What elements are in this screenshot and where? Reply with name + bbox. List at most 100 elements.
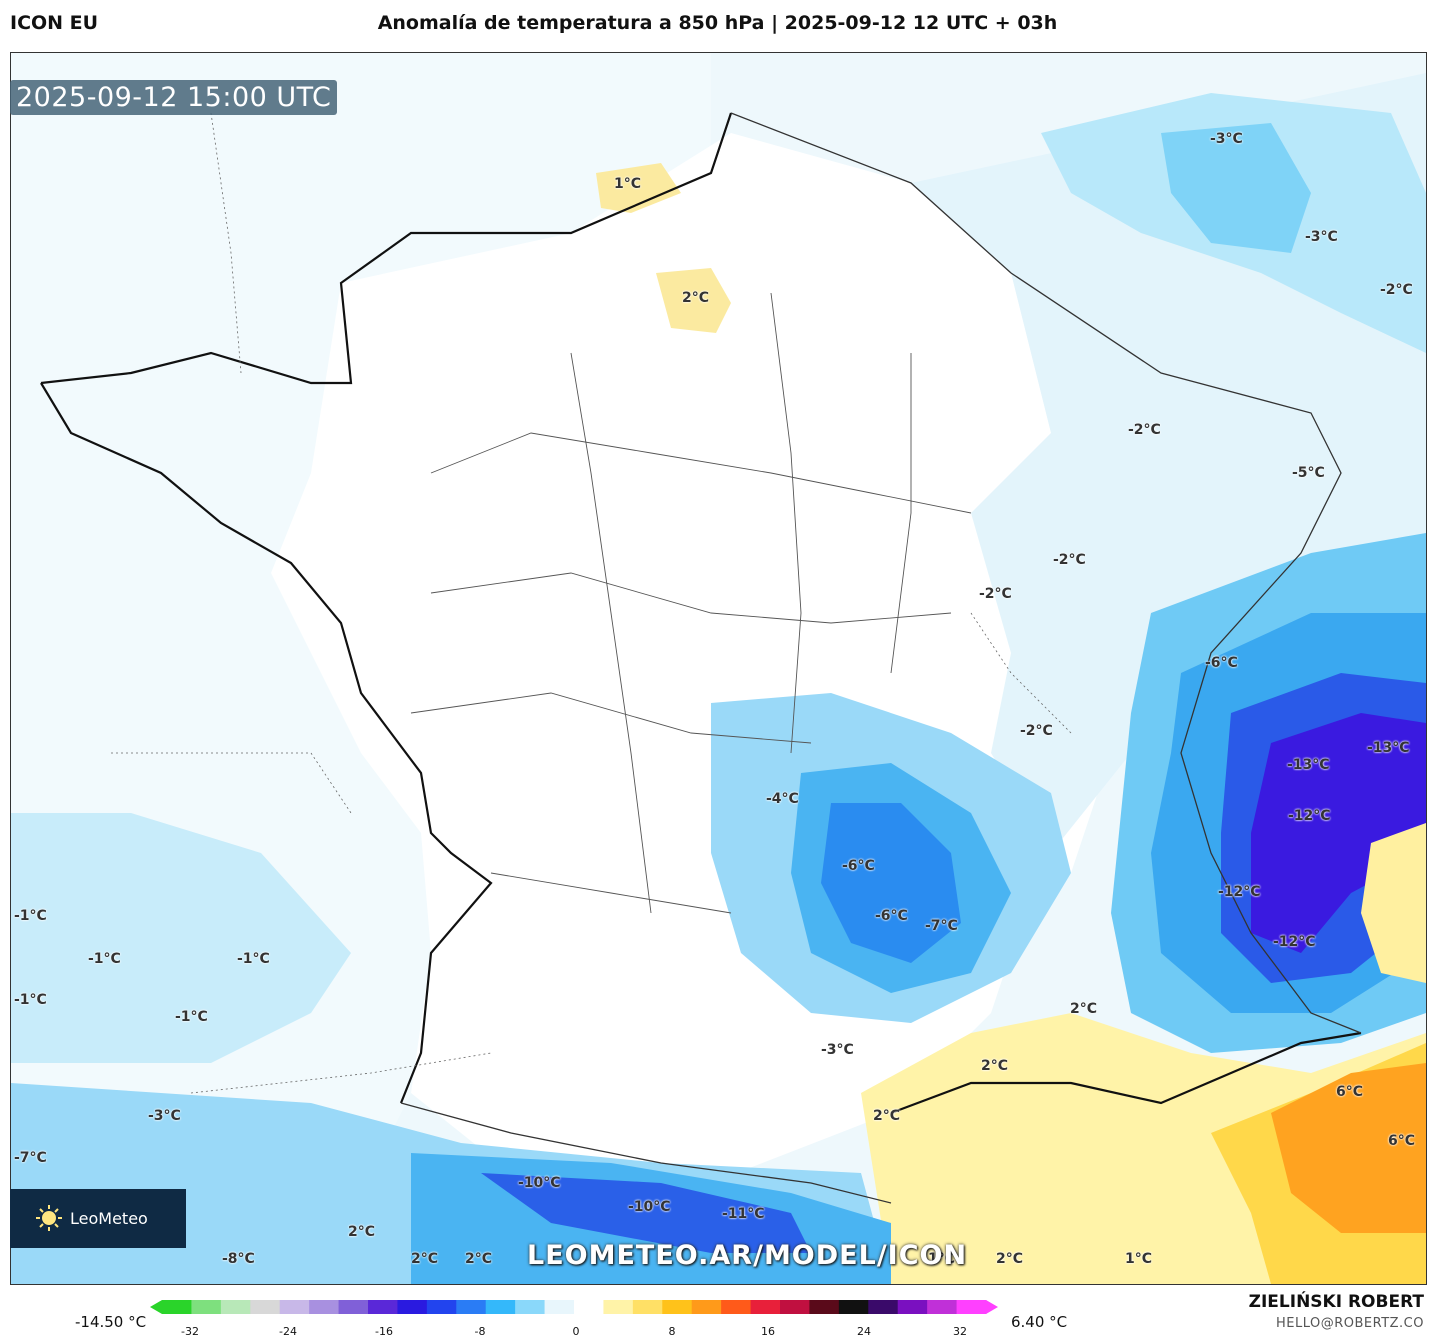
temp-label: -11°C: [722, 1206, 765, 1222]
temp-label: -10°C: [628, 1199, 671, 1215]
temp-label: -1°C: [237, 951, 270, 967]
map-canvas: [11, 53, 1426, 1284]
legend-color-cell: [838, 1300, 869, 1314]
legend-color-cell: [632, 1300, 663, 1314]
legend-color-cell: [220, 1300, 251, 1314]
corsica-warm: [1361, 823, 1426, 983]
temp-label: -6°C: [1205, 655, 1238, 671]
leometeo-logo: LeoMeteo: [10, 1189, 186, 1248]
legend-color-cell: [897, 1300, 928, 1314]
author-email: HELLO@ROBERTZ.CO: [1275, 1316, 1424, 1331]
legend-color-cell: [956, 1300, 987, 1314]
temp-label: -6°C: [842, 858, 875, 874]
temp-label: -10°C: [518, 1175, 561, 1191]
legend-tick: -24: [279, 1325, 297, 1338]
legend-color-cell: [721, 1300, 752, 1314]
legend-tick: 0: [572, 1325, 580, 1338]
watermark: LEOMETEO.AR/MODEL/ICON: [527, 1240, 968, 1271]
temp-label: 2°C: [682, 290, 710, 306]
temp-label: -13°C: [1287, 757, 1330, 773]
temp-label: 2°C: [411, 1251, 439, 1267]
temp-label: -3°C: [1305, 229, 1338, 245]
legend-tick: -16: [375, 1325, 393, 1338]
temp-label: -12°C: [1273, 934, 1316, 950]
temp-label: 1°C: [614, 176, 642, 192]
legend-color-cell: [691, 1300, 722, 1314]
temp-label: -12°C: [1218, 884, 1261, 900]
legend-tick: 32: [953, 1325, 967, 1338]
legend-color-cell: [662, 1300, 693, 1314]
legend-tick: -32: [181, 1325, 199, 1338]
temp-label: 2°C: [348, 1224, 376, 1240]
map-title: Anomalía de temperatura a 850 hPa | 2025…: [377, 12, 1058, 34]
border-east: [730, 112, 1362, 1034]
legend-tick: 8: [668, 1325, 676, 1338]
massif-blue-core: [821, 803, 961, 963]
legend-color-cell: [162, 1300, 192, 1314]
temp-label: -13°C: [1367, 740, 1410, 756]
temp-label: -2°C: [979, 586, 1012, 602]
temp-label: -5°C: [1292, 465, 1325, 481]
legend-color-cell: [309, 1300, 340, 1314]
temp-label: -1°C: [14, 908, 47, 924]
temp-label: -3°C: [148, 1108, 181, 1124]
legend-color-cell: [250, 1300, 281, 1314]
legend-color-cell: [397, 1300, 428, 1314]
logo-text: LeoMeteo: [70, 1209, 148, 1228]
temp-label: -1°C: [175, 1009, 208, 1025]
temp-label: -6°C: [875, 908, 908, 924]
coastline-west: [40, 382, 493, 1104]
border-spain: [400, 1102, 892, 1204]
temp-label: 2°C: [996, 1251, 1024, 1267]
sun-icon: [36, 1205, 62, 1231]
temp-label: 1°C: [928, 1251, 956, 1267]
legend-color-cell: [809, 1300, 840, 1314]
temp-label: 2°C: [981, 1058, 1009, 1074]
temp-label: 6°C: [1336, 1084, 1364, 1100]
coastline-med: [890, 1031, 1362, 1115]
temp-label: -2°C: [1020, 723, 1053, 739]
legend-color-cell: [927, 1300, 958, 1314]
warm-patch-paris: [656, 268, 731, 333]
author-name: ZIELIŃSKI ROBERT: [1248, 1292, 1424, 1312]
legend-min-label: -14.50 °C: [75, 1313, 147, 1331]
legend-color-cell: [750, 1300, 781, 1314]
legend-color-cell: [574, 1300, 604, 1314]
valid-time-badge: 2025-09-12 15:00 UTC: [10, 80, 338, 115]
temp-label: -3°C: [1210, 131, 1243, 147]
department-borders: [410, 292, 972, 914]
legend-color-cell: [191, 1300, 222, 1314]
temp-label: -7°C: [925, 918, 958, 934]
color-scale-bar: [150, 1300, 998, 1314]
temp-label: -3°C: [821, 1042, 854, 1058]
temp-label: -2°C: [1053, 552, 1086, 568]
model-name: ICON EU: [10, 12, 99, 34]
legend-color-cell: [338, 1300, 369, 1314]
temp-label: 1°C: [1125, 1251, 1153, 1267]
coastline-north: [40, 112, 733, 385]
legend-color-cell: [868, 1300, 899, 1314]
legend-color-cell: [544, 1300, 575, 1314]
temp-label: 2°C: [873, 1108, 901, 1124]
legend-color-cell: [485, 1300, 516, 1314]
ne-blue-core: [1161, 123, 1311, 253]
atlantic-cool-patch: [11, 813, 351, 1063]
temp-label: 2°C: [465, 1251, 493, 1267]
legend-color-cell: [456, 1300, 487, 1314]
legend-color-cell: [603, 1300, 634, 1314]
legend-max-label: 6.40 °C: [1011, 1313, 1068, 1331]
contour-lines: [111, 112, 1072, 1094]
legend-color-cell: [515, 1300, 546, 1314]
temp-label: -4°C: [766, 791, 799, 807]
pyrenees-core: [481, 1173, 811, 1253]
legend-color-cell: [368, 1300, 398, 1314]
temp-label: -1°C: [14, 992, 47, 1008]
anomaly-map: [10, 52, 1427, 1285]
legend-color-cell: [780, 1300, 810, 1314]
legend-color-cell: [279, 1300, 310, 1314]
temp-label: -12°C: [1288, 808, 1331, 824]
legend-tick: -8: [474, 1325, 486, 1338]
alps-blue-core: [1251, 713, 1426, 953]
legend-color-cell: [426, 1300, 457, 1314]
legend-left-arrow: [150, 1300, 162, 1314]
